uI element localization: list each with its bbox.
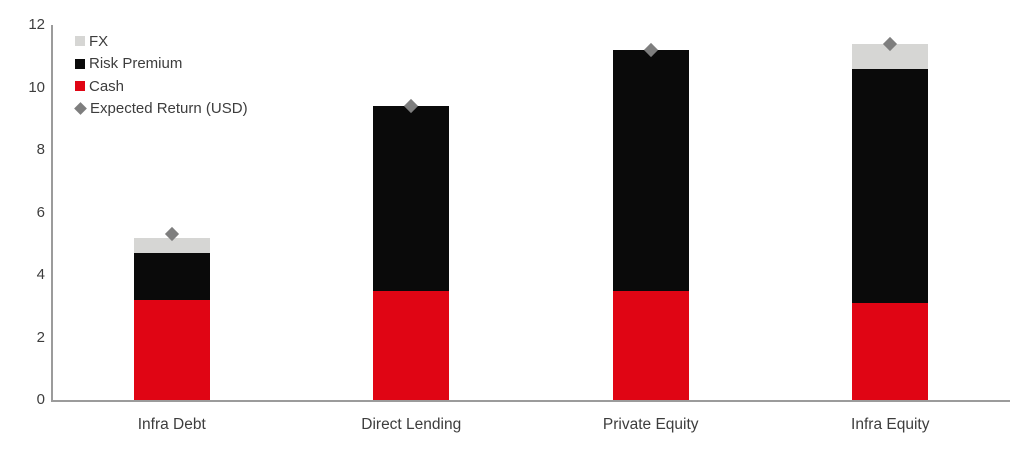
y-tick-label: 12 [28, 16, 45, 33]
legend-item-expected-return-usd: Expected Return (USD) [74, 98, 248, 121]
bar-segment-risk-premium [133, 253, 210, 300]
x-category-label-infra-debt: Infra Debt [137, 416, 206, 433]
y-tick-label: 4 [36, 266, 45, 283]
bar-segment-fx [133, 237, 210, 254]
y-tick-label: 8 [36, 141, 45, 158]
y-axis-line [51, 25, 53, 402]
y-tick-label: 10 [28, 78, 45, 96]
x-axis-line [51, 400, 1010, 402]
y-tick-label: 6 [36, 203, 45, 221]
bar-segment-risk-premium [373, 106, 450, 291]
legend-square-marker-icon [75, 36, 85, 47]
y-tick-label: 0 [36, 391, 45, 408]
x-category-label-private-equity: Private Equity [602, 416, 699, 433]
legend-item-fx: FX [75, 30, 248, 53]
bar-segment-cash [612, 290, 689, 400]
x-category-label-infra-equity: Infra Equity [851, 416, 930, 433]
bar-segment-risk-premium [852, 68, 929, 304]
bar-segment-cash [373, 290, 450, 400]
legend-item-cash: Cash [75, 75, 248, 98]
bar-segment-cash [852, 303, 929, 400]
bar-segment-risk-premium [612, 50, 689, 291]
legend-item-risk-premium: Risk Premium [75, 53, 248, 76]
legend-item-label: Risk Premium [89, 55, 183, 73]
y-tick-label: 2 [36, 328, 45, 346]
bar-segment-cash [133, 300, 210, 400]
legend-square-marker-icon [75, 58, 85, 69]
legend-item-label: Cash [89, 77, 125, 95]
legend: FX Risk Premium Cash Expected Return (USD) [74, 30, 248, 121]
legend-item-label: Expected Return (USD) [90, 100, 248, 118]
legend-square-marker-icon [75, 81, 85, 92]
legend-diamond-marker-icon [74, 102, 87, 116]
legend-item-label: FX [89, 32, 109, 50]
x-category-label-direct-lending: Direct Lending [361, 416, 462, 433]
